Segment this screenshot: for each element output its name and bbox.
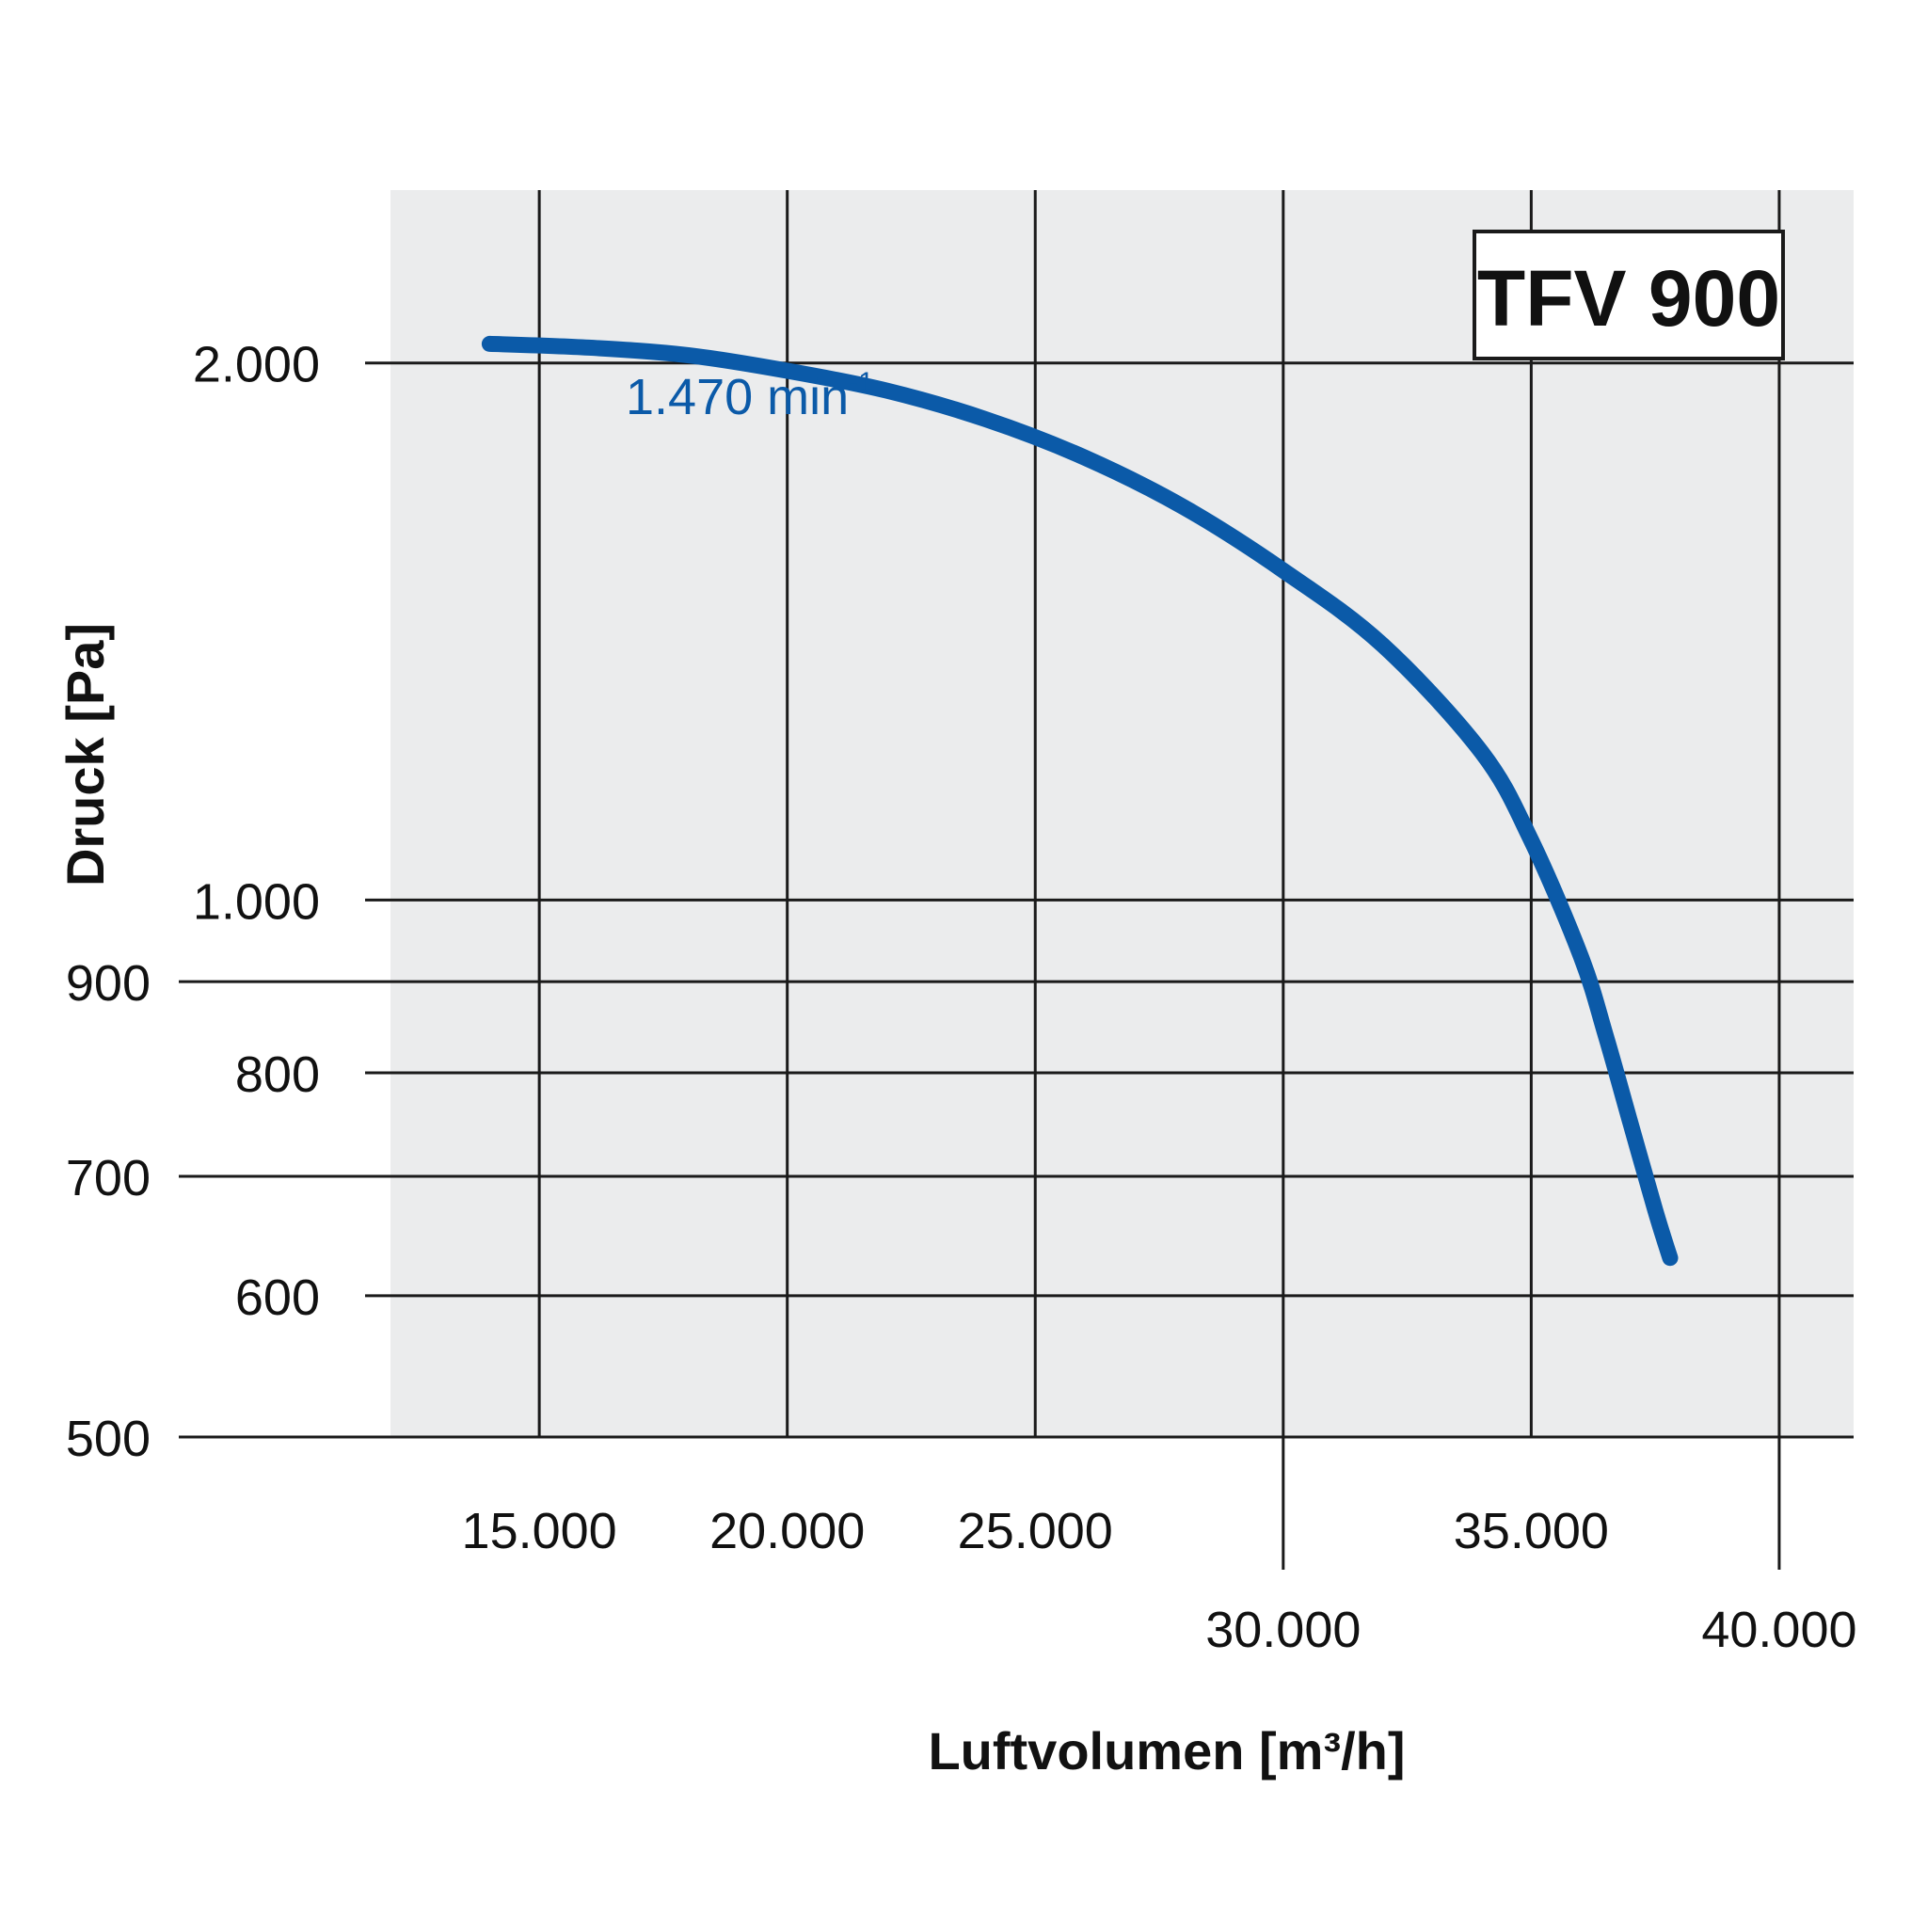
x-tick-label-0: 15.000 [462,1503,617,1559]
y-tick-label-1: 600 [235,1269,320,1326]
x-tick-label-3: 30.000 [1205,1602,1361,1658]
series-layer [481,335,1679,1267]
y-tick-label-0: 500 [66,1411,151,1467]
y-tick-label-4: 900 [66,955,151,1012]
x-axis-title: Luftvolumen [m³/h] [928,1721,1405,1780]
series-label-superscript: -1 [849,367,874,398]
series-line-0 [481,335,1679,1267]
model-badge-box [1473,230,1785,360]
y-tick-label-6: 2.000 [193,337,320,393]
series-label: 1.470 min-1 [626,367,874,425]
plot-area [390,190,1854,1437]
y-tick-label-5: 1.000 [193,873,320,930]
x-tick-label-1: 20.000 [709,1503,865,1559]
y-tick-label-2: 700 [66,1150,151,1206]
x-tick-label-5: 40.000 [1701,1602,1856,1658]
grid-layer [179,190,1854,1570]
model-badge: TFV 900 [1477,254,1780,343]
x-tick-label-4: 35.000 [1454,1503,1609,1559]
y-tick-label-3: 800 [235,1046,320,1103]
y-axis-title: Druck [Pa] [56,623,115,886]
series-label-text: 1.470 min [626,369,849,425]
tick-label-layer: 15.000 20.000 25.000 30.000 35.000 40.000 500 6… [66,337,1857,1658]
x-tick-label-2: 25.000 [958,1503,1113,1559]
